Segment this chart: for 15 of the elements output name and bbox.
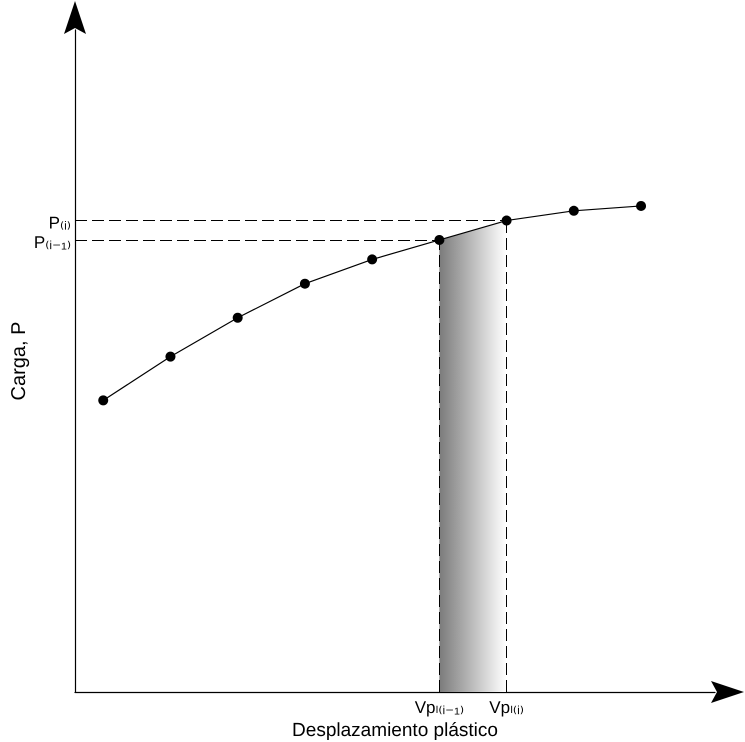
point xyxy=(367,254,378,264)
y-axis-title: Carga, P xyxy=(8,322,30,400)
point xyxy=(502,216,512,226)
x-tick-label: Vpₗ₍ᵢ₋₁₎ xyxy=(414,698,464,717)
point xyxy=(568,206,579,216)
point xyxy=(434,234,444,245)
point xyxy=(300,278,310,289)
x-tick-label: Vpₗ₍ᵢ₎ xyxy=(489,698,524,717)
point xyxy=(165,352,176,362)
x-axis-title: Desplazamiento plástico xyxy=(292,720,498,741)
point xyxy=(98,395,108,406)
point xyxy=(232,312,243,323)
point xyxy=(636,200,646,211)
ref-line-label: P₍ᵢ₋₁₎ xyxy=(34,232,71,252)
ref-line-label: P₍ᵢ₎ xyxy=(48,214,71,233)
